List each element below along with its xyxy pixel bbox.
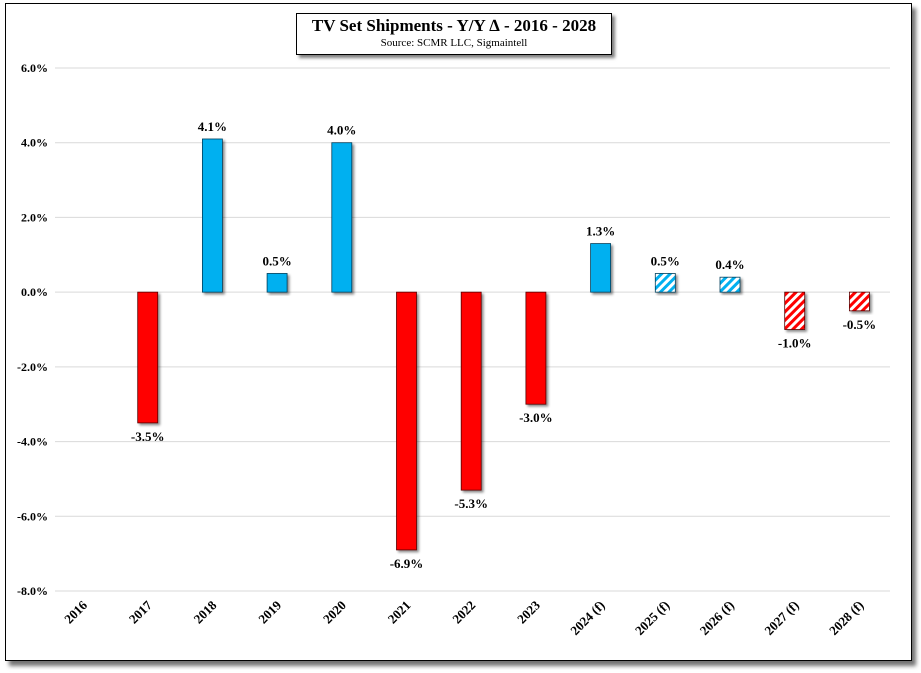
bar-2026-f: [719, 276, 741, 293]
x-tick-label: 2021: [385, 598, 414, 627]
bar-2025-f: [654, 273, 676, 293]
bar-2019: [266, 273, 288, 293]
x-axis: 2016 2017 2018 2019 2020 2021 2022 2023 2024 (f)…: [61, 597, 866, 638]
bar-2018: [201, 138, 223, 293]
x-tick-label: 2018: [191, 597, 220, 626]
x-tick-label: 2022: [449, 598, 478, 627]
data-label: -6.9%: [390, 556, 424, 571]
data-label: -5.3%: [454, 496, 488, 511]
x-tick-label: 2016: [61, 597, 90, 626]
x-tick-label: 2024 (f): [567, 598, 607, 638]
y-tick-label: -6.0%: [17, 509, 48, 523]
bar-2024-f: [590, 243, 611, 293]
data-label: -0.5%: [843, 317, 877, 332]
data-label: 0.5%: [262, 253, 291, 268]
y-tick-label: -2.0%: [17, 360, 48, 374]
bar-2028-f: [849, 291, 870, 312]
x-tick-label: 2017: [126, 597, 155, 626]
data-label: -1.0%: [778, 336, 812, 351]
bar-2021: [396, 291, 417, 551]
chart-subtitle: Source: SCMR LLC, Sigmaintell: [380, 37, 528, 49]
y-tick-label: -4.0%: [17, 435, 48, 449]
bar-2022: [460, 291, 482, 491]
data-label: -3.5%: [131, 429, 165, 444]
bar-2027-f: [784, 291, 806, 330]
x-tick-label: 2025 (f): [632, 598, 672, 638]
chart-title-box: TV Set Shipments - Y/Y ∆ - 2016 - 2028 S…: [296, 13, 612, 55]
y-tick-label: 4.0%: [21, 136, 48, 150]
y-tick-label: -8.0%: [17, 584, 48, 598]
bar-2020: [331, 142, 353, 293]
data-label: -3.0%: [519, 410, 553, 425]
y-tick-label: 6.0%: [21, 61, 48, 75]
chart-title: TV Set Shipments - Y/Y ∆ - 2016 - 2028: [311, 16, 597, 35]
bar-2017: [137, 291, 159, 424]
data-label: 0.5%: [651, 253, 680, 268]
y-tick-label: 0.0%: [21, 285, 48, 299]
data-label: 4.0%: [327, 123, 356, 138]
data-label: 1.3%: [586, 224, 615, 239]
x-tick-label: 2023: [514, 597, 543, 626]
x-tick-label: 2020: [320, 598, 349, 627]
y-axis: -8.0% -6.0% -4.0% -2.0% 0.0% 2.0% 4.0% 6.0%: [17, 61, 48, 598]
x-tick-label: 2028 (f): [826, 598, 866, 638]
x-tick-label: 2026 (f): [697, 598, 737, 638]
data-labels: -3.5% 4.1% 0.5% 4.0% -6.9% -5.3% -3.0% 1.3% 0.5%…: [131, 119, 876, 571]
data-label: 0.4%: [715, 257, 744, 272]
x-tick-label: 2019: [255, 597, 284, 626]
bar-2023: [525, 291, 547, 405]
bars: [137, 138, 870, 551]
x-tick-label: 2027 (f): [761, 598, 801, 638]
y-tick-label: 2.0%: [21, 210, 48, 224]
data-label: 4.1%: [198, 119, 227, 134]
